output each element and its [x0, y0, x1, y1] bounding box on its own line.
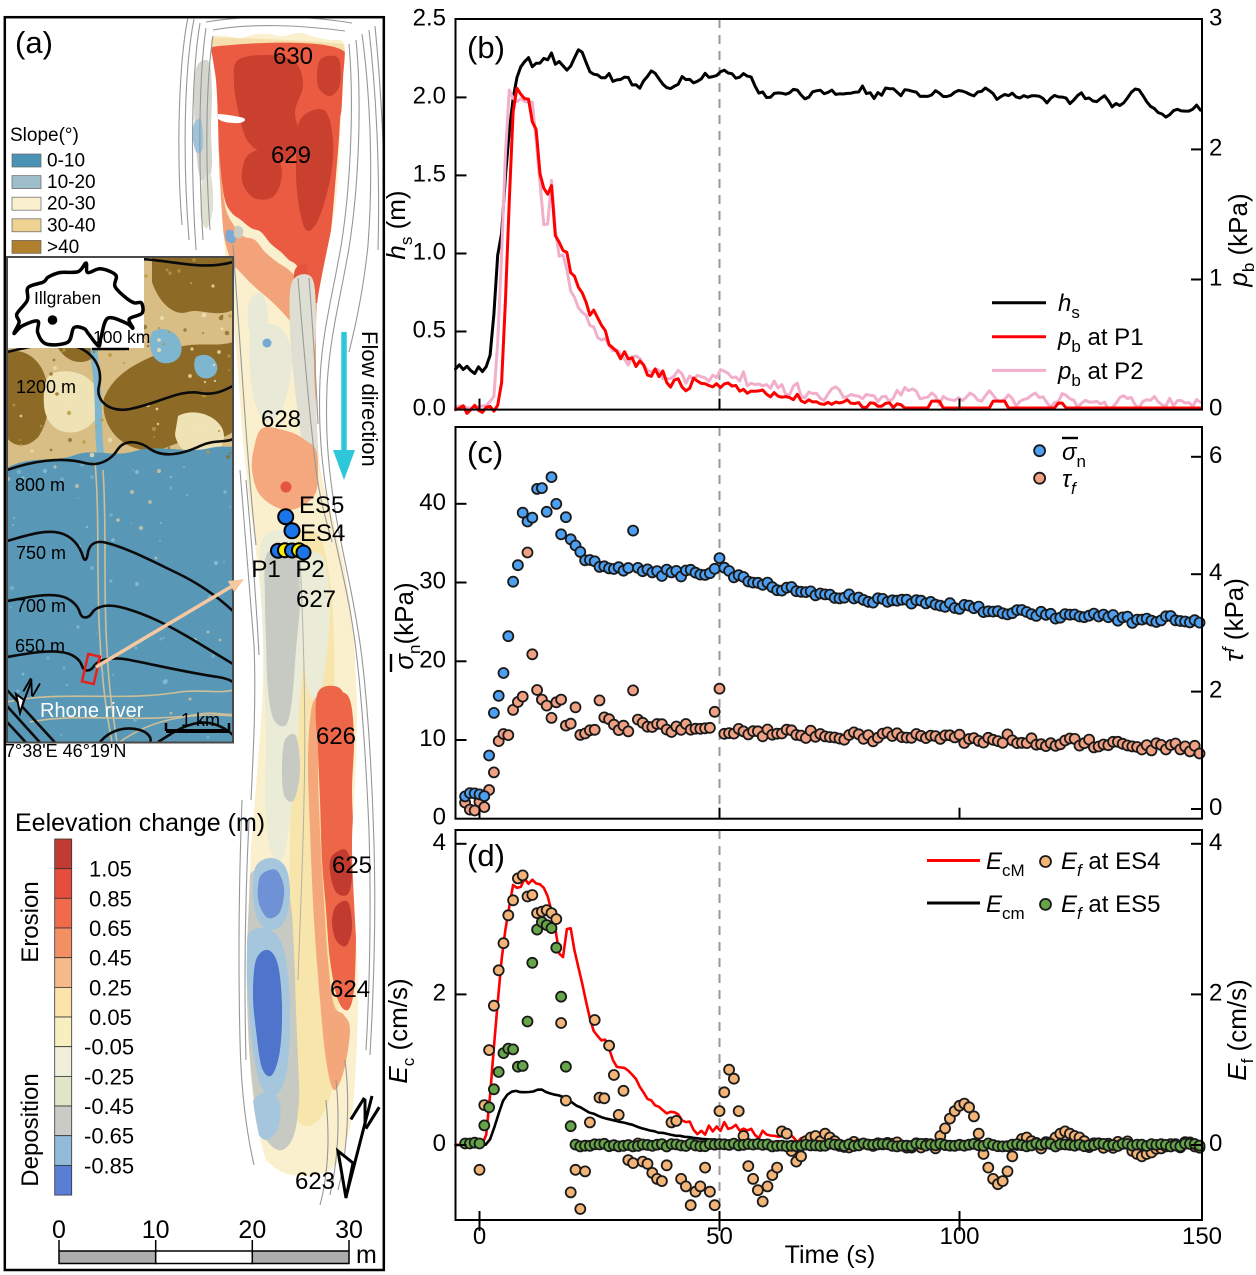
svg-text:20: 20 — [419, 646, 446, 673]
svg-text:ES5: ES5 — [299, 492, 344, 519]
svg-text:2: 2 — [1209, 979, 1222, 1006]
svg-text:1.5: 1.5 — [413, 160, 446, 187]
svg-text:Illgraben: Illgraben — [34, 288, 101, 308]
svg-text:-0.25: -0.25 — [84, 1064, 134, 1089]
svg-text:0: 0 — [433, 1130, 446, 1157]
svg-text:0: 0 — [473, 1223, 486, 1250]
svg-text:626: 626 — [316, 723, 356, 750]
svg-text:-0.85: -0.85 — [84, 1153, 134, 1178]
svg-text:0: 0 — [52, 1216, 66, 1244]
svg-text:150: 150 — [1182, 1223, 1222, 1250]
svg-text:Ef at ES4: Ef at ES4 — [1061, 848, 1160, 880]
svg-text:(a): (a) — [15, 25, 53, 60]
svg-text:1: 1 — [1209, 265, 1222, 292]
svg-text:P2: P2 — [295, 556, 324, 583]
svg-text:σn: σn — [1062, 439, 1086, 471]
svg-text:4: 4 — [1209, 559, 1222, 586]
svg-text:4: 4 — [433, 829, 446, 856]
svg-text:0.85: 0.85 — [89, 886, 132, 911]
svg-text:-0.65: -0.65 — [84, 1124, 134, 1149]
svg-text:Rhone river: Rhone river — [40, 700, 144, 722]
svg-text:650 m: 650 m — [15, 636, 65, 656]
svg-text:EcM: EcM — [986, 848, 1025, 880]
svg-text:30: 30 — [419, 568, 446, 595]
svg-text:624: 624 — [330, 976, 370, 1003]
svg-text:2.5: 2.5 — [413, 4, 446, 31]
svg-text:0.45: 0.45 — [89, 946, 132, 971]
svg-text:630: 630 — [273, 43, 313, 70]
svg-text:30: 30 — [335, 1216, 363, 1244]
svg-text:100: 100 — [939, 1223, 979, 1250]
svg-text:0: 0 — [1209, 794, 1222, 821]
svg-text:P1: P1 — [251, 556, 280, 583]
svg-text:ES4: ES4 — [300, 520, 345, 547]
svg-text:0.05: 0.05 — [89, 1005, 132, 1030]
svg-text:4: 4 — [1209, 829, 1222, 856]
svg-text:50: 50 — [706, 1223, 733, 1250]
svg-text:629: 629 — [271, 142, 311, 169]
svg-text:Erosion: Erosion — [17, 881, 44, 962]
svg-text:2.0: 2.0 — [413, 82, 446, 109]
svg-text:Deposition: Deposition — [17, 1073, 44, 1186]
svg-text:30-40: 30-40 — [47, 215, 96, 236]
svg-text:100 km: 100 km — [93, 327, 150, 347]
svg-text:1.05: 1.05 — [89, 857, 132, 882]
svg-text:10: 10 — [419, 725, 446, 752]
svg-text:623: 623 — [295, 1168, 335, 1195]
svg-text:Flow direction: Flow direction — [357, 331, 382, 467]
svg-text:800 m: 800 m — [15, 475, 65, 495]
svg-text:-0.05: -0.05 — [84, 1035, 134, 1060]
svg-text:σn(kPa): σn(kPa) — [389, 582, 424, 669]
svg-text:hs: hs — [1058, 290, 1080, 322]
svg-text:0.65: 0.65 — [89, 916, 132, 941]
svg-text:20: 20 — [238, 1216, 266, 1244]
svg-text:1 km: 1 km — [181, 710, 220, 730]
svg-text:750 m: 750 m — [16, 543, 66, 563]
svg-text:0.0: 0.0 — [413, 395, 446, 422]
svg-text:(b): (b) — [467, 30, 505, 65]
svg-text:627: 627 — [296, 586, 336, 613]
svg-text:700 m: 700 m — [16, 596, 66, 616]
svg-text:40: 40 — [419, 489, 446, 516]
svg-text:3: 3 — [1209, 4, 1222, 31]
svg-text:10-20: 10-20 — [47, 172, 96, 193]
svg-text:-0.45: -0.45 — [84, 1094, 134, 1119]
svg-text:(c): (c) — [467, 435, 503, 470]
svg-text:Time (s): Time (s) — [785, 1241, 876, 1269]
svg-text:625: 625 — [332, 852, 372, 879]
svg-text:0: 0 — [1209, 395, 1222, 422]
svg-text:2: 2 — [433, 979, 446, 1006]
svg-text:7°38'E 46°19'N: 7°38'E 46°19'N — [5, 741, 126, 761]
svg-text:0-10: 0-10 — [47, 151, 85, 172]
svg-text:>40: >40 — [47, 237, 79, 258]
svg-text:τf (kPa): τf (kPa) — [1219, 578, 1249, 662]
svg-text:20-30: 20-30 — [47, 194, 96, 215]
svg-text:1.0: 1.0 — [413, 238, 446, 265]
svg-text:Ef (cm/s): Ef (cm/s) — [1222, 979, 1256, 1081]
svg-text:pb (kPa): pb (kPa) — [1223, 193, 1256, 287]
svg-text:6: 6 — [1209, 442, 1222, 469]
svg-text:Ef at ES5: Ef at ES5 — [1061, 891, 1160, 923]
svg-text:pb at P1: pb at P1 — [1057, 324, 1144, 356]
svg-text:1200 m: 1200 m — [16, 377, 76, 397]
svg-text:0.5: 0.5 — [413, 317, 446, 344]
svg-text:m: m — [356, 1241, 377, 1269]
svg-text:2: 2 — [1209, 134, 1222, 161]
svg-text:0.25: 0.25 — [89, 975, 132, 1000]
svg-text:Ec (cm/s): Ec (cm/s) — [383, 978, 418, 1083]
svg-text:hs (m): hs (m) — [381, 190, 416, 259]
svg-text:0: 0 — [433, 804, 446, 831]
svg-text:pb at P2: pb at P2 — [1057, 358, 1144, 390]
svg-text:τf: τf — [1062, 466, 1078, 498]
svg-text:10: 10 — [142, 1216, 170, 1244]
svg-text:Slope(°): Slope(°) — [10, 125, 79, 146]
svg-text:628: 628 — [261, 406, 301, 433]
svg-text:Eelevation change (m): Eelevation change (m) — [15, 809, 265, 837]
svg-text:(d): (d) — [467, 838, 505, 873]
svg-text:2: 2 — [1209, 677, 1222, 704]
svg-text:Ecm: Ecm — [986, 891, 1025, 923]
svg-text:0: 0 — [1209, 1130, 1222, 1157]
